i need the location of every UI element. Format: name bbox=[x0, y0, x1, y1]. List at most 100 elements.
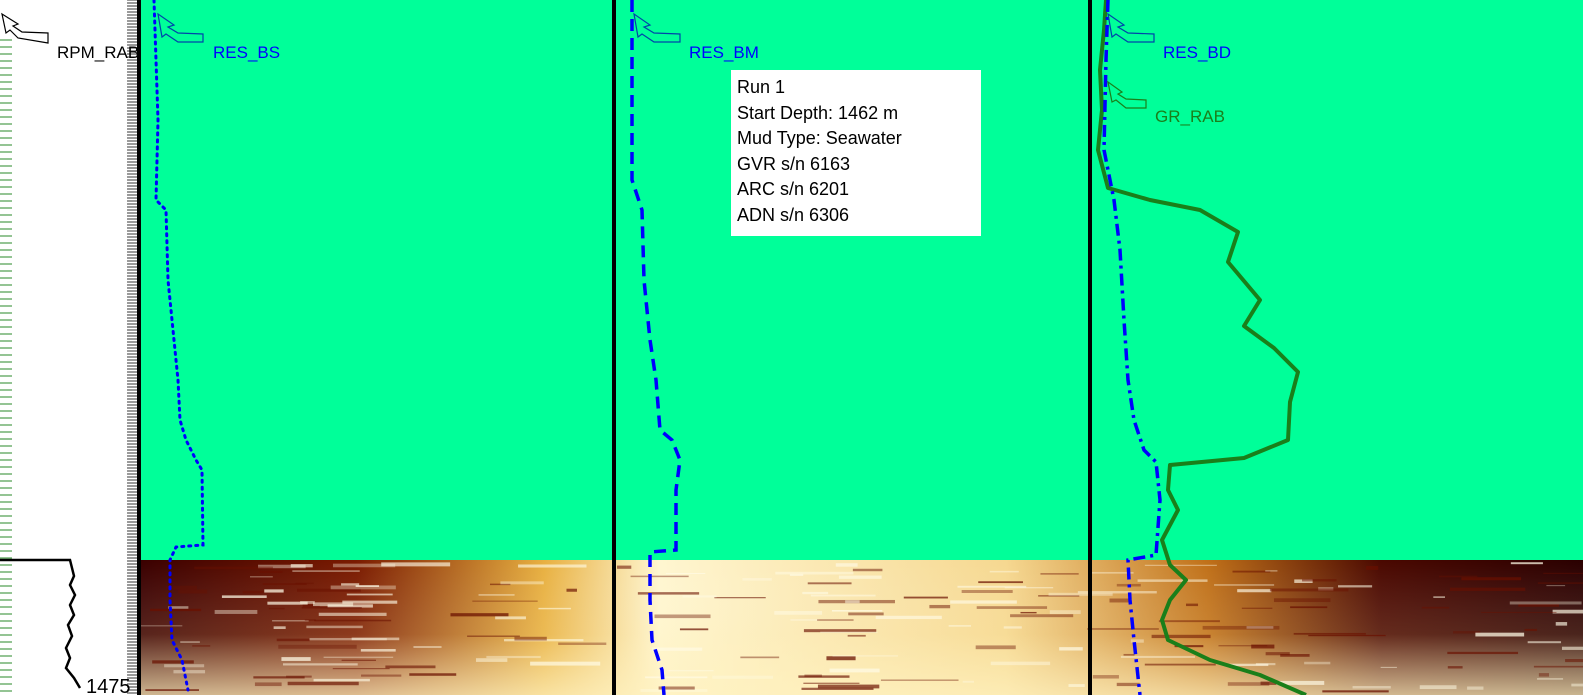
run-info-box: Run 1 Start Depth: 1462 m Mud Type: Seaw… bbox=[731, 70, 981, 236]
depth-tick-label: 1475 bbox=[86, 676, 131, 695]
image-streak bbox=[566, 588, 577, 592]
image-streak bbox=[714, 597, 766, 599]
image-streak bbox=[961, 590, 1013, 593]
image-streak bbox=[1158, 620, 1220, 623]
image-streak bbox=[254, 682, 282, 687]
image-streak bbox=[173, 670, 206, 674]
image-streak bbox=[1144, 564, 1217, 566]
image-streak bbox=[301, 607, 362, 609]
image-streak bbox=[1255, 663, 1276, 666]
image-streak bbox=[1214, 584, 1275, 586]
image-streak bbox=[309, 637, 387, 641]
image-streak bbox=[1308, 634, 1386, 637]
image-streak bbox=[1265, 652, 1290, 656]
image-streak bbox=[975, 645, 1016, 650]
image-streak bbox=[1010, 614, 1074, 618]
arrow-pointer-icon[interactable] bbox=[1107, 12, 1155, 43]
image-streak bbox=[804, 674, 822, 678]
image-streak bbox=[1447, 651, 1519, 655]
image-streak bbox=[318, 612, 387, 616]
image-streak bbox=[475, 658, 508, 662]
image-streak bbox=[929, 604, 951, 609]
image-streak bbox=[1552, 609, 1583, 614]
image-streak bbox=[1537, 582, 1583, 584]
image-streak bbox=[530, 661, 601, 666]
image-streak bbox=[712, 675, 774, 679]
image-streak bbox=[1123, 653, 1135, 656]
arrow-pointer-icon[interactable] bbox=[157, 12, 204, 43]
image-streak bbox=[658, 686, 695, 690]
image-streak bbox=[332, 563, 396, 568]
image-streak bbox=[803, 682, 860, 684]
image-streak bbox=[1174, 645, 1204, 648]
dense-tick-marks bbox=[127, 0, 138, 694]
image-streak bbox=[1318, 587, 1334, 591]
image-streak bbox=[262, 583, 307, 585]
image-streak bbox=[1202, 625, 1280, 630]
depth-tick-marks bbox=[0, 39, 12, 692]
image-streak bbox=[1232, 570, 1271, 573]
image-streak bbox=[332, 668, 390, 670]
image-streak bbox=[267, 601, 308, 605]
image-streak bbox=[313, 678, 370, 682]
image-streak bbox=[278, 644, 357, 649]
res-bs-label: RES_BS bbox=[213, 43, 280, 62]
image-streak bbox=[145, 689, 199, 691]
image-streak bbox=[1227, 682, 1270, 686]
image-streak bbox=[290, 564, 313, 568]
run-info-line: ARC s/n 6201 bbox=[737, 179, 850, 200]
res-bm-curve bbox=[630, 0, 682, 695]
image-streak bbox=[1475, 632, 1525, 637]
image-streak bbox=[361, 674, 402, 677]
image-streak bbox=[264, 589, 284, 593]
arrow-pointer-icon[interactable] bbox=[1107, 80, 1147, 109]
image-streak bbox=[1260, 681, 1277, 685]
image-streak bbox=[1447, 666, 1463, 669]
image-streak bbox=[1049, 610, 1081, 615]
image-streak bbox=[180, 641, 200, 643]
image-streak bbox=[1543, 572, 1583, 574]
image-streak bbox=[150, 608, 202, 612]
track-res-bs: RES_BS bbox=[152, 0, 280, 692]
image-streak bbox=[409, 673, 457, 676]
image-streak bbox=[381, 562, 451, 567]
image-streak bbox=[1223, 663, 1269, 667]
image-streak bbox=[1290, 606, 1328, 609]
image-streak bbox=[802, 591, 829, 595]
image-streak bbox=[1151, 634, 1211, 639]
image-streak bbox=[281, 657, 311, 661]
image-streak bbox=[1109, 598, 1132, 603]
run-info-line: Start Depth: 1462 m bbox=[737, 102, 899, 123]
image-streak bbox=[1251, 644, 1275, 649]
image-streak bbox=[651, 647, 703, 651]
image-streak bbox=[518, 564, 587, 568]
image-streak bbox=[826, 656, 856, 661]
image-streak bbox=[679, 628, 709, 631]
image-streak bbox=[1040, 573, 1079, 575]
image-streak bbox=[1518, 604, 1560, 607]
image-streak bbox=[495, 616, 526, 620]
image-streak bbox=[807, 582, 852, 585]
depth-track: RPM_RAB 1475 bbox=[0, 0, 139, 695]
image-streak bbox=[282, 663, 358, 666]
image-streak bbox=[292, 570, 360, 572]
image-streak bbox=[500, 581, 544, 585]
image-streak bbox=[990, 661, 1051, 666]
image-streak bbox=[903, 596, 948, 599]
image-streak bbox=[295, 582, 314, 585]
image-streak bbox=[774, 611, 823, 615]
arrow-pointer-icon[interactable] bbox=[1, 12, 49, 44]
image-streak bbox=[1004, 587, 1054, 589]
arrow-pointer-icon[interactable] bbox=[633, 12, 681, 43]
image-streak bbox=[820, 631, 878, 633]
image-streak bbox=[1366, 566, 1379, 570]
image-streak bbox=[1246, 626, 1274, 629]
image-streak bbox=[489, 583, 511, 586]
image-streak bbox=[1555, 622, 1568, 626]
image-streak bbox=[1137, 579, 1208, 582]
image-streak bbox=[1269, 588, 1349, 592]
image-streak bbox=[630, 575, 689, 578]
image-streak bbox=[1509, 601, 1582, 605]
image-streak bbox=[164, 664, 205, 668]
image-streak bbox=[346, 593, 393, 596]
